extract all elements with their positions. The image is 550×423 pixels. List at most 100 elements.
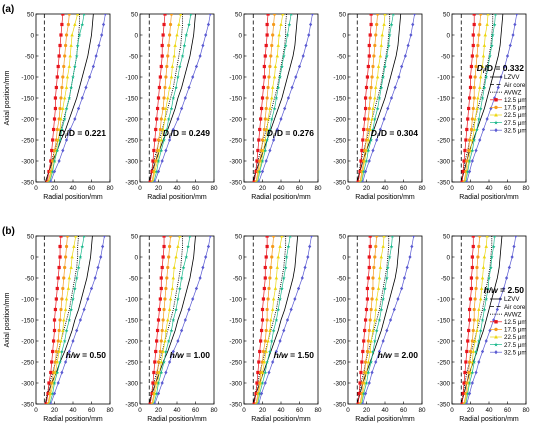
data-point [49,180,53,182]
data-point [371,148,375,153]
data-point [59,236,63,238]
data-point [365,349,370,354]
data-point [293,297,297,301]
x-tick-label: 60 [400,185,408,192]
data-point [208,236,212,238]
data-point [468,370,473,374]
data-point [463,148,467,153]
data-point [155,106,160,111]
data-point [97,43,101,48]
data-point [206,244,211,249]
data-point [475,127,479,132]
data-point [265,318,269,322]
data-point [361,169,366,174]
data-point [263,138,268,142]
y-tick-label: -350 [437,179,450,186]
data-point [150,169,154,174]
data-point [270,255,274,259]
data-point [475,265,479,270]
data-point [472,85,476,90]
data-point [369,360,374,364]
data-point [264,328,268,333]
data-point [281,276,286,280]
data-point [69,307,74,312]
x-tick-label: 0 [346,185,350,192]
data-point [482,85,487,90]
y-tick-label: 50 [339,233,347,240]
data-point [260,381,265,385]
data-point [496,85,500,90]
data-point [64,360,68,364]
data-point [379,85,384,90]
data-point [374,33,378,37]
data-point [471,328,475,333]
series-line-avwz [460,236,493,404]
data-point [166,339,171,343]
data-point [297,64,302,69]
data-point [160,265,164,270]
x-tick-label: 80 [522,185,530,192]
data-point [375,75,380,79]
data-point [367,159,371,163]
data-point [507,265,511,270]
y-tick-label: -150 [437,95,450,102]
data-point [169,328,174,333]
data-point [296,286,301,291]
legend-marker [494,113,498,117]
data-point [277,33,281,37]
data-point [194,286,199,291]
x-axis-title: Radial position/mm [43,416,103,423]
data-point [397,75,401,79]
data-point [158,75,162,79]
data-point [61,318,66,322]
data-point [265,96,269,100]
y-tick-label: -350 [333,179,346,186]
data-point [258,381,263,385]
data-point [268,106,272,110]
series-line-325m [50,14,106,182]
data-point [472,96,476,100]
data-point [387,33,392,37]
data-point [260,307,265,312]
data-point [385,265,390,270]
data-point [61,106,65,110]
data-point [363,318,368,322]
data-point [161,318,165,322]
x-tick-label: 0 [242,185,246,192]
data-point [379,255,384,259]
data-point [74,236,78,238]
data-point [515,14,519,16]
data-point [474,370,478,375]
data-point [279,117,283,121]
data-point [409,33,413,37]
data-point [265,307,269,312]
data-point [50,148,54,153]
data-point [370,297,374,301]
data-point [262,286,266,291]
data-point [374,328,379,333]
data-point [63,307,68,311]
data-point [482,307,487,312]
data-point [73,22,77,26]
data-point [363,96,368,100]
data-point [161,255,165,259]
data-point [67,14,71,16]
y-tick-label: -250 [437,137,450,144]
data-point [164,286,168,291]
data-point [288,236,292,238]
y-tick-label: -100 [229,74,242,81]
data-point [361,402,365,404]
data-point [476,43,480,48]
data-point [378,265,383,269]
data-point [367,43,371,48]
data-point [167,43,171,48]
data-point [154,349,158,354]
legend-label: 12.5 μm [504,319,526,326]
data-point [371,349,375,354]
data-point [56,381,60,385]
data-point [476,339,481,343]
series-line-avwz [44,236,79,404]
data-point [309,236,314,238]
data-point [67,96,72,100]
